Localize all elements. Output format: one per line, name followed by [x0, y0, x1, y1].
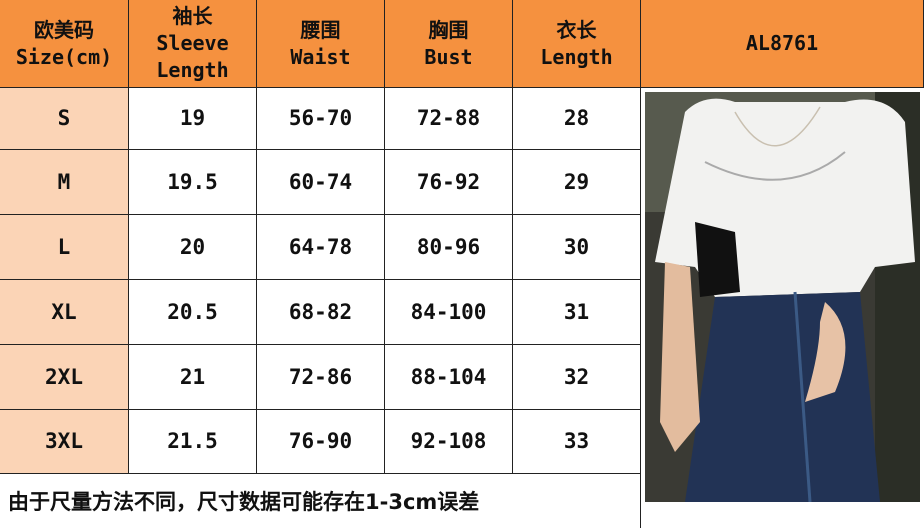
header-waist-label: 腰围 Waist — [290, 17, 350, 71]
cell-bust: 72-88 — [385, 88, 513, 150]
header-sleeve-line: Sleeve — [156, 31, 229, 55]
header-length-line: 衣长 — [556, 17, 597, 42]
header-bust-line: Bust — [424, 44, 473, 69]
header-sleeve-line: 袖长 — [172, 4, 213, 28]
cell-size: XL — [0, 280, 129, 345]
cell-waist: 68-82 — [257, 280, 385, 345]
black-bag — [695, 222, 740, 297]
header-waist-line: 腰围 — [300, 17, 341, 42]
cell-sleeve: 19 — [129, 88, 257, 150]
cell-bust: 92-108 — [385, 410, 513, 474]
header-sleeve: 袖长 Sleeve Length — [129, 0, 257, 88]
header-model-code: AL8761 — [641, 0, 924, 88]
cell-size: 2XL — [0, 345, 129, 410]
header-sleeve-line: Length — [156, 58, 229, 82]
header-bust-line: 胸围 — [428, 17, 469, 42]
jeans — [685, 292, 880, 502]
cell-bust: 88-104 — [385, 345, 513, 410]
cell-bust: 76-92 — [385, 150, 513, 215]
cell-size: S — [0, 88, 129, 150]
cell-length: 30 — [513, 215, 641, 280]
cell-waist: 64-78 — [257, 215, 385, 280]
header-size-line: 欧美码 — [33, 17, 94, 42]
header-length: 衣长 Length — [513, 0, 641, 88]
header-bust-label: 胸围 Bust — [424, 17, 472, 71]
cell-length: 29 — [513, 150, 641, 215]
cell-sleeve: 20.5 — [129, 280, 257, 345]
cell-bust: 80-96 — [385, 215, 513, 280]
header-size: 欧美码 Size(cm) — [0, 0, 129, 88]
cell-waist: 76-90 — [257, 410, 385, 474]
header-length-line: Length — [540, 44, 613, 69]
header-waist: 腰围 Waist — [257, 0, 385, 88]
header-length-label: 衣长 Length — [540, 17, 612, 71]
cell-sleeve: 20 — [129, 215, 257, 280]
cell-length: 33 — [513, 410, 641, 474]
cell-length: 32 — [513, 345, 641, 410]
header-sleeve-label: 袖长 Sleeve Length — [156, 3, 228, 84]
header-waist-line: Waist — [290, 44, 351, 69]
cell-length: 28 — [513, 88, 641, 150]
cell-size: M — [0, 150, 129, 215]
cell-bust: 84-100 — [385, 280, 513, 345]
header-size-label: 欧美码 Size(cm) — [16, 17, 112, 71]
arm — [805, 302, 846, 402]
cell-length: 31 — [513, 280, 641, 345]
cell-waist: 56-70 — [257, 88, 385, 150]
cell-size: L — [0, 215, 129, 280]
cell-waist: 60-74 — [257, 150, 385, 215]
cell-sleeve: 21 — [129, 345, 257, 410]
measurement-note: 由于尺量方法不同，尺寸数据可能存在1-3cm误差 — [0, 474, 641, 528]
product-photo — [645, 92, 920, 502]
cell-size: 3XL — [0, 410, 129, 474]
cell-waist: 72-86 — [257, 345, 385, 410]
header-bust: 胸围 Bust — [385, 0, 513, 88]
header-size-line: Size(cm) — [15, 44, 113, 69]
cell-sleeve: 21.5 — [129, 410, 257, 474]
cell-sleeve: 19.5 — [129, 150, 257, 215]
